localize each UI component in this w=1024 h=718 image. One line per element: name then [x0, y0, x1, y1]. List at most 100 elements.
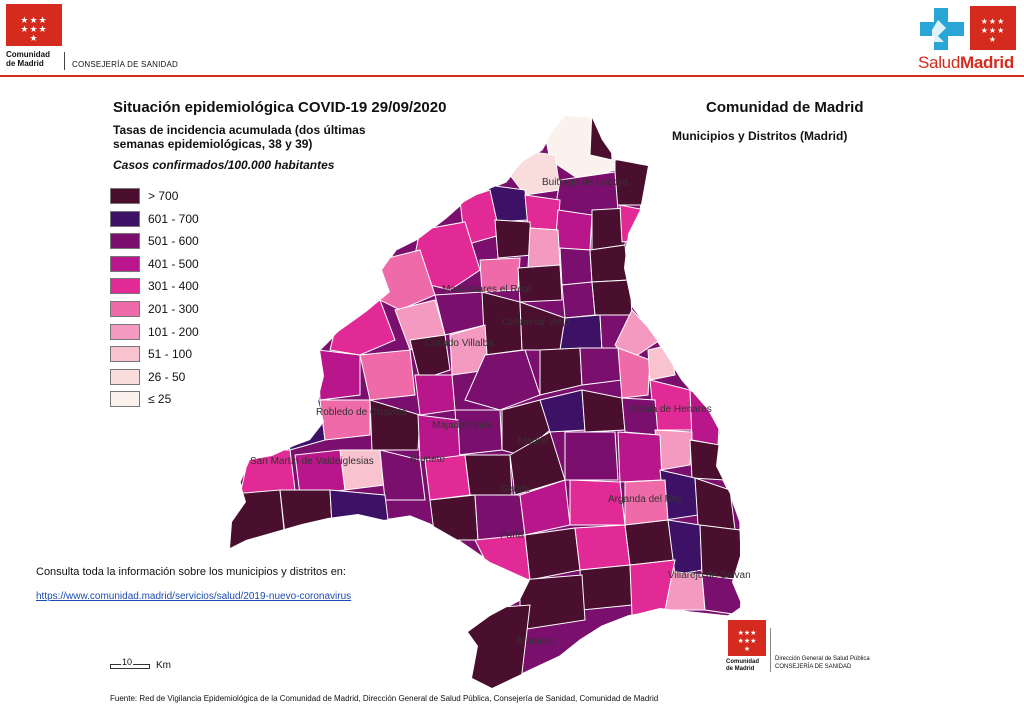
municipality-polygon — [494, 219, 533, 259]
legend-label: 601 - 700 — [148, 211, 199, 226]
municipality-polygon — [701, 574, 742, 616]
place-label: Madrid — [518, 436, 549, 447]
subtitle-line-1: Tasas de incidencia acumulada (dos últim… — [113, 123, 366, 137]
comunidad-madrid-flag-logo: ★★★ ★★★ ★ — [6, 4, 62, 46]
logo-line-2: de Madrid — [6, 59, 44, 68]
municipality-polygon — [689, 439, 726, 481]
municipality-polygon — [689, 389, 721, 446]
municipality-polygon — [230, 489, 286, 551]
legend-swatch — [110, 368, 140, 385]
legend-label: 501 - 600 — [148, 234, 199, 249]
scale-unit: Km — [156, 660, 171, 671]
municipality-polygon — [559, 247, 593, 286]
footer-dg-line-1: Dirección General de Salud Pública — [775, 656, 870, 662]
municipality-polygon — [561, 281, 596, 319]
place-label: Getafe — [500, 484, 530, 495]
legend-item: 201 - 300 — [110, 301, 240, 317]
municipality-polygon — [479, 257, 521, 293]
logo-line-1: Comunidad — [6, 50, 50, 59]
municipality-polygon — [624, 519, 676, 566]
legend-item: 601 - 700 — [110, 210, 240, 227]
salud-madrid-cross-icon — [920, 8, 964, 50]
municipality-polygon — [369, 399, 421, 451]
region-title: Comunidad de Madrid — [706, 99, 864, 116]
footer-flag-logo: ★★★ ★★★ ★ — [728, 620, 766, 656]
municipality-polygon — [554, 209, 593, 251]
legend-item: 301 - 400 — [110, 278, 240, 295]
municipality-polygon — [694, 477, 736, 531]
place-label: Alcalá de Henares — [630, 404, 712, 415]
consejeria-label: CONSEJERÍA DE SANIDAD — [72, 60, 179, 69]
header-divider — [64, 52, 65, 70]
place-labels: Buitrago de Lozoya Manzanares el Real Co… — [250, 177, 750, 647]
municipality-polygon — [329, 489, 389, 526]
page-subtitle: Tasas de incidencia acumulada (dos últim… — [113, 123, 413, 151]
municipality-polygon — [359, 349, 416, 401]
municipality-polygon — [617, 431, 663, 483]
choropleth-map: Buitrago de Lozoya Manzanares el Real Co… — [229, 115, 750, 689]
stars-icon: ★★★ ★★★ ★ — [737, 629, 757, 653]
place-label: San Martín de Valdeiglesias — [250, 456, 374, 467]
municipality-polygon — [589, 116, 613, 161]
legend-swatch — [110, 210, 140, 227]
legend-swatch — [110, 301, 140, 317]
salud-madrid-flag-logo: ★★★ ★★★ ★ — [970, 6, 1016, 50]
municipality-polygon — [589, 244, 629, 283]
municipality-polygon — [409, 334, 451, 381]
subtitle-line-2: semanas epidemiológicas, 38 y 39) — [113, 137, 313, 151]
stars-icon: ★★★ ★★★ ★ — [980, 17, 1006, 44]
municipality-polygon — [379, 449, 426, 501]
legend-label: 26 - 50 — [148, 369, 186, 384]
footer-logo-divider — [770, 628, 771, 672]
municipality-polygon — [429, 494, 479, 541]
legend-label: 301 - 400 — [148, 279, 199, 294]
legend-swatch — [110, 255, 140, 272]
municipality-polygon — [319, 399, 371, 441]
municipality-polygon — [459, 604, 531, 688]
stars-icon: ★★★ ★★★ ★ — [20, 16, 48, 44]
page-title: Situación epidemiológica COVID-19 29/09/… — [113, 99, 447, 116]
municipality-polygon — [699, 524, 742, 581]
place-label: Robledo de Chavela — [316, 407, 407, 418]
source-footnote: Fuente: Red de Vigilancia Epidemiológica… — [110, 694, 659, 703]
municipality-polygon — [564, 431, 619, 481]
municipality-polygon — [517, 264, 563, 303]
footer-logo-line-2: de Madrid — [726, 666, 755, 672]
legend-label: 401 - 500 — [148, 256, 199, 271]
municipality-polygon — [414, 374, 456, 416]
municipality-polygon — [579, 564, 633, 611]
municipality-polygons — [230, 116, 742, 688]
municipality-polygon — [317, 349, 361, 401]
place-label: Brunete — [410, 454, 445, 465]
municipality-polygon — [617, 347, 651, 399]
place-label: Arganda del Rey — [608, 494, 683, 505]
consulta-text: Consulta toda la información sobre los m… — [36, 566, 346, 578]
footer-logo-text: Comunidad de Madrid — [726, 659, 759, 673]
legend-label: 201 - 300 — [148, 302, 199, 316]
legend-item: 51 - 100 — [110, 346, 240, 363]
place-label: Colmenar Viejo — [502, 317, 571, 328]
legend-swatch — [110, 278, 140, 295]
municipality-polygon — [454, 409, 503, 456]
legend-item: > 700 — [110, 188, 240, 204]
wordmark-salud: Salud — [918, 53, 960, 72]
municipality-polygon — [574, 524, 631, 571]
footer-logo-line-1: Comunidad — [726, 659, 759, 665]
legend-swatch — [110, 188, 140, 204]
legend-label: ≤ 25 — [148, 392, 172, 407]
info-link[interactable]: https://www.comunidad.madrid/servicios/s… — [36, 591, 352, 602]
place-label: Majadahonda — [432, 420, 493, 431]
municipality-polygon — [619, 204, 646, 243]
legend-item: 401 - 500 — [110, 255, 240, 272]
place-label: Buitrago de Lozoya — [542, 177, 629, 188]
legend-swatch — [110, 391, 140, 408]
municipality-polygon — [519, 574, 586, 631]
legend-swatch — [110, 323, 140, 340]
region-subtitle: Municipios y Distritos (Madrid) — [672, 129, 848, 143]
footer-dg-text: Dirección General de Salud Pública CONSE… — [775, 655, 870, 671]
legend-item: 501 - 600 — [110, 233, 240, 250]
municipality-polygon — [527, 227, 561, 269]
footer-dg-line-2: CONSEJERÍA DE SANIDAD — [775, 664, 852, 670]
legend-label: > 700 — [148, 189, 179, 203]
municipality-polygon — [591, 279, 633, 316]
